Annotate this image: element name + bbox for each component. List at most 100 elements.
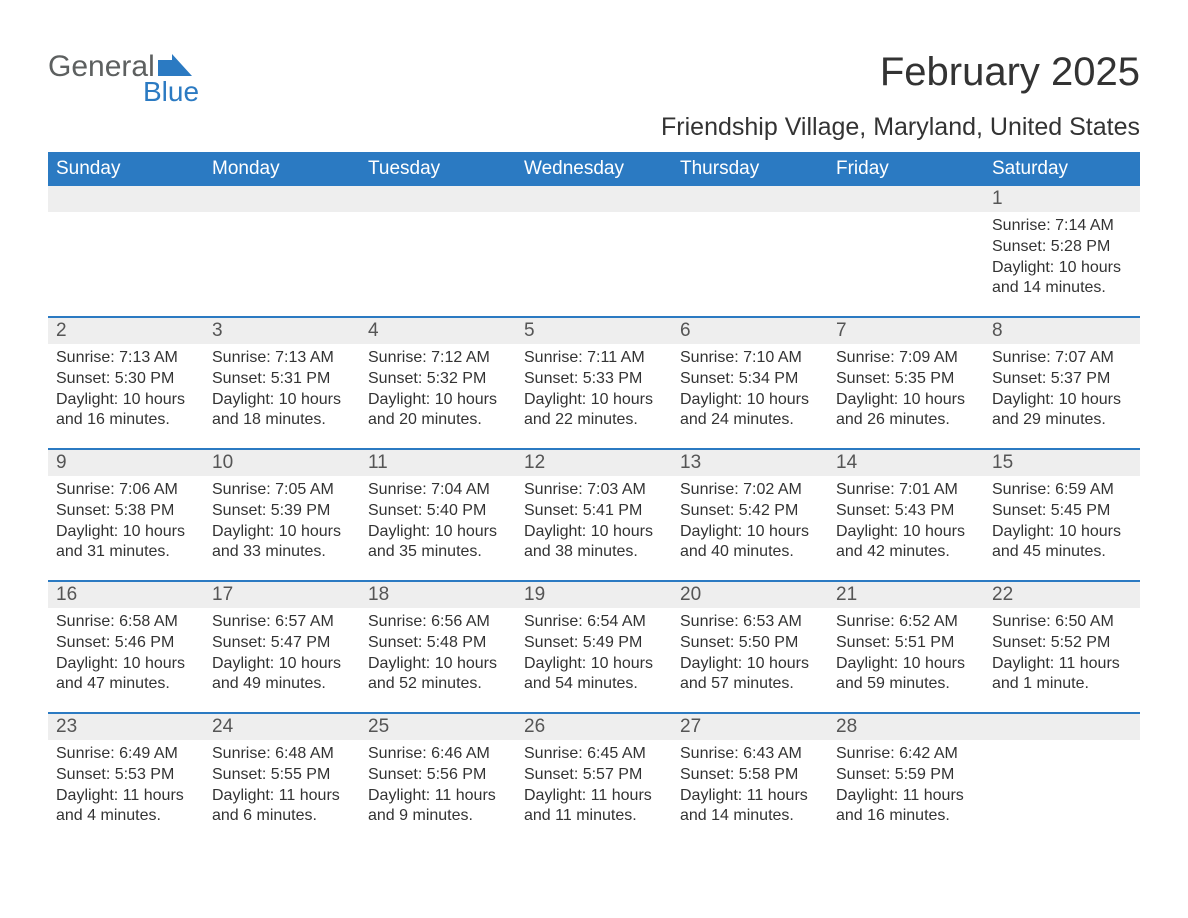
week-row: 9101112131415Sunrise: 7:06 AMSunset: 5:3… (48, 448, 1140, 580)
day-number: 18 (360, 582, 516, 608)
day-info-line: Daylight: 10 hours and 20 minutes. (368, 390, 510, 432)
day-body: Sunrise: 6:59 AMSunset: 5:45 PMDaylight:… (992, 480, 1134, 563)
week-content: Sunrise: 6:58 AMSunset: 5:46 PM Daylight:… (48, 608, 1140, 712)
dow-cell: Sunday (48, 152, 204, 186)
day-info-line: Sunrise: 7:10 AM (680, 348, 822, 369)
day-info-line: Sunrise: 7:02 AM (680, 480, 822, 501)
day-info-line: Sunrise: 6:50 AM (992, 612, 1134, 633)
day-info-line: Daylight: 10 hours and 24 minutes. (680, 390, 822, 432)
day-number (48, 186, 204, 212)
day-number: 17 (204, 582, 360, 608)
day-info-line: Sunset: 5:47 PM (212, 633, 354, 654)
day-info-line: Daylight: 10 hours and 29 minutes. (992, 390, 1134, 432)
day-info-line: Daylight: 11 hours and 11 minutes. (524, 786, 666, 828)
day-body: Sunrise: 6:54 AMSunset: 5:49 PMDaylight:… (524, 612, 666, 695)
week-content: Sunrise: 7:06 AMSunset: 5:38 PMDaylight:… (48, 476, 1140, 580)
day-info-line: Daylight: 10 hours and 33 minutes. (212, 522, 354, 564)
day-cell: Sunrise: 6:49 AMSunset: 5:53 PMDaylight:… (48, 740, 204, 844)
day-info-line: Daylight: 10 hours and 35 minutes. (368, 522, 510, 564)
day-info-line: Sunset: 5:52 PM (992, 633, 1134, 654)
day-info-line: Sunset: 5:50 PM (680, 633, 822, 654)
day-cell: Sunrise: 6:52 AMSunset: 5:51 PMDaylight:… (828, 608, 984, 712)
day-info-line: Daylight: 10 hours and 16 minutes. (56, 390, 198, 432)
day-cell (984, 740, 1140, 844)
location-title: Friendship Village, Maryland, United Sta… (661, 113, 1140, 142)
day-number: 26 (516, 714, 672, 740)
day-info-line: Sunset: 5:30 PM (56, 369, 198, 390)
day-info-line: Sunset: 5:46 PM (56, 633, 198, 654)
day-info-line: Sunrise: 7:06 AM (56, 480, 198, 501)
day-info-line: Sunrise: 7:14 AM (992, 216, 1134, 237)
day-number: 1 (984, 186, 1140, 212)
day-number: 27 (672, 714, 828, 740)
logo-text-blue: Blue (143, 76, 199, 108)
day-number: 20 (672, 582, 828, 608)
day-cell: Sunrise: 6:42 AMSunset: 5:59 PMDaylight:… (828, 740, 984, 844)
day-info-line: Daylight: 10 hours and 52 minutes. (368, 654, 510, 696)
day-cell: Sunrise: 6:58 AMSunset: 5:46 PMDaylight:… (48, 608, 204, 712)
day-cell: Sunrise: 6:57 AMSunset: 5:47 PMDaylight:… (204, 608, 360, 712)
day-body: Sunrise: 6:50 AMSunset: 5:52 PMDaylight:… (992, 612, 1134, 695)
day-cell: Sunrise: 6:54 AMSunset: 5:49 PMDaylight:… (516, 608, 672, 712)
day-cell: Sunrise: 7:01 AMSunset: 5:43 PMDaylight:… (828, 476, 984, 580)
day-number-bar: 16171819202122 (48, 582, 1140, 608)
day-number (672, 186, 828, 212)
day-cell (204, 212, 360, 316)
day-info-line: Sunrise: 6:52 AM (836, 612, 978, 633)
day-info-line: Sunrise: 7:12 AM (368, 348, 510, 369)
day-cell: Sunrise: 7:12 AMSunset: 5:32 PMDaylight:… (360, 344, 516, 448)
day-info-line: Sunrise: 7:11 AM (524, 348, 666, 369)
day-cell: Sunrise: 6:43 AMSunset: 5:58 PMDaylight:… (672, 740, 828, 844)
day-number: 3 (204, 318, 360, 344)
day-info-line: Daylight: 11 hours and 14 minutes. (680, 786, 822, 828)
day-number: 13 (672, 450, 828, 476)
day-info-line: Sunrise: 6:45 AM (524, 744, 666, 765)
day-info-line: Daylight: 10 hours and 18 minutes. (212, 390, 354, 432)
day-body: Sunrise: 7:03 AMSunset: 5:41 PMDaylight:… (524, 480, 666, 563)
day-body: Sunrise: 6:46 AMSunset: 5:56 PMDaylight:… (368, 744, 510, 827)
day-info-line: Sunrise: 6:54 AM (524, 612, 666, 633)
week-row: 16171819202122Sunrise: 6:58 AMSunset: 5:… (48, 580, 1140, 712)
dow-cell: Monday (204, 152, 360, 186)
day-info-line: Sunrise: 6:48 AM (212, 744, 354, 765)
day-number: 2 (48, 318, 204, 344)
day-cell: Sunrise: 6:50 AMSunset: 5:52 PMDaylight:… (984, 608, 1140, 712)
dow-cell: Saturday (984, 152, 1140, 186)
day-number-bar: 1 (48, 186, 1140, 212)
day-number (204, 186, 360, 212)
day-body: Sunrise: 7:14 AMSunset: 5:28 PMDaylight:… (992, 216, 1134, 299)
day-info-line: Sunrise: 7:09 AM (836, 348, 978, 369)
day-info-line: Sunset: 5:40 PM (368, 501, 510, 522)
day-info-line: Sunset: 5:58 PM (680, 765, 822, 786)
day-number: 21 (828, 582, 984, 608)
day-info-line: Sunset: 5:41 PM (524, 501, 666, 522)
day-info-line: Sunrise: 6:56 AM (368, 612, 510, 633)
day-cell: Sunrise: 7:09 AMSunset: 5:35 PMDaylight:… (828, 344, 984, 448)
day-cell: Sunrise: 7:14 AMSunset: 5:28 PMDaylight:… (984, 212, 1140, 316)
day-info-line: Sunrise: 7:07 AM (992, 348, 1134, 369)
day-body: Sunrise: 7:01 AMSunset: 5:43 PMDaylight:… (836, 480, 978, 563)
day-number: 22 (984, 582, 1140, 608)
day-cell: Sunrise: 7:02 AMSunset: 5:42 PMDaylight:… (672, 476, 828, 580)
day-number: 11 (360, 450, 516, 476)
day-number: 4 (360, 318, 516, 344)
day-info-line: Sunrise: 7:13 AM (56, 348, 198, 369)
day-info-line: Sunrise: 6:58 AM (56, 612, 198, 633)
calendar: SundayMondayTuesdayWednesdayThursdayFrid… (48, 152, 1140, 844)
day-body: Sunrise: 7:02 AMSunset: 5:42 PMDaylight:… (680, 480, 822, 563)
day-info-line: Sunrise: 7:03 AM (524, 480, 666, 501)
day-info-line: Daylight: 11 hours and 9 minutes. (368, 786, 510, 828)
week-content: Sunrise: 6:49 AMSunset: 5:53 PMDaylight:… (48, 740, 1140, 844)
day-info-line: Sunset: 5:55 PM (212, 765, 354, 786)
week-content: Sunrise: 7:14 AMSunset: 5:28 PMDaylight:… (48, 212, 1140, 316)
day-info-line: Sunset: 5:34 PM (680, 369, 822, 390)
day-cell: Sunrise: 6:59 AMSunset: 5:45 PMDaylight:… (984, 476, 1140, 580)
day-info-line: Sunset: 5:53 PM (56, 765, 198, 786)
day-number: 7 (828, 318, 984, 344)
day-number: 6 (672, 318, 828, 344)
day-info-line: Sunset: 5:56 PM (368, 765, 510, 786)
day-info-line: Sunset: 5:38 PM (56, 501, 198, 522)
day-info-line: Daylight: 10 hours and 31 minutes. (56, 522, 198, 564)
day-info-line: Sunset: 5:39 PM (212, 501, 354, 522)
day-info-line: Daylight: 11 hours and 4 minutes. (56, 786, 198, 828)
